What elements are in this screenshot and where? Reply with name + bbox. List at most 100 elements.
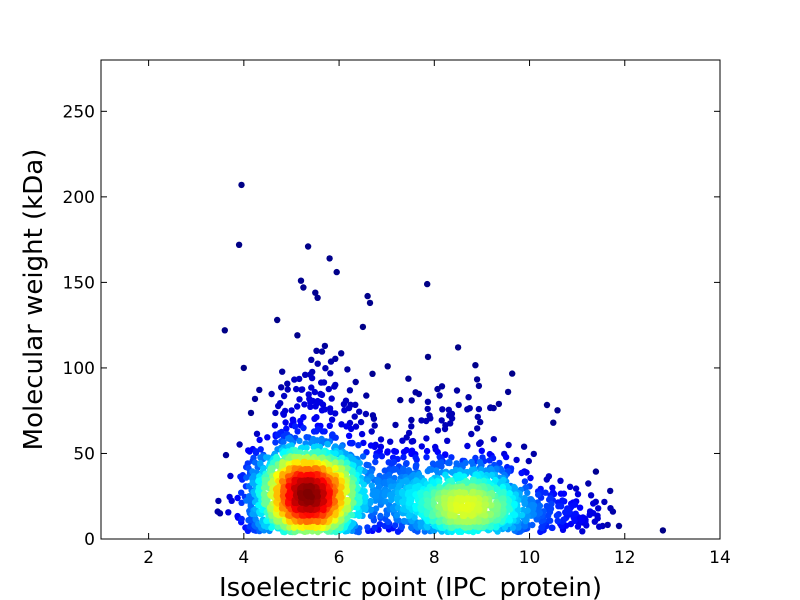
data-point xyxy=(369,370,376,377)
data-point xyxy=(313,347,320,354)
data-point xyxy=(327,370,334,377)
data-point xyxy=(424,398,432,405)
data-point xyxy=(490,436,497,443)
data-point xyxy=(442,451,449,458)
data-point xyxy=(214,508,221,515)
data-point xyxy=(455,401,462,409)
x-tick-label: 4 xyxy=(238,548,249,568)
data-point xyxy=(408,397,415,404)
data-point xyxy=(521,494,529,502)
data-point xyxy=(365,462,372,469)
data-point xyxy=(368,428,375,435)
data-point xyxy=(320,449,327,456)
data-point xyxy=(563,507,570,515)
data-point xyxy=(333,268,340,276)
data-point xyxy=(305,489,313,496)
data-point xyxy=(331,465,339,472)
data-point xyxy=(505,441,512,449)
x-tick-label: 12 xyxy=(614,548,636,568)
data-point xyxy=(527,474,534,482)
data-point xyxy=(520,506,527,514)
data-point xyxy=(332,516,339,524)
data-point xyxy=(423,509,431,516)
data-point xyxy=(579,528,586,535)
data-point xyxy=(442,471,449,478)
data-point xyxy=(273,490,281,498)
data-point xyxy=(355,442,362,449)
data-point xyxy=(529,511,536,519)
y-tick-label: 100 xyxy=(63,359,95,379)
data-point xyxy=(348,440,355,447)
data-point xyxy=(435,460,442,467)
data-point xyxy=(371,422,378,429)
data-point xyxy=(345,432,353,439)
data-point xyxy=(301,401,308,408)
data-point xyxy=(243,497,250,504)
data-point xyxy=(371,524,378,531)
data-point xyxy=(434,448,441,456)
x-tick-label: 2 xyxy=(143,548,154,568)
data-point xyxy=(314,294,321,301)
y-tick-label: 50 xyxy=(73,444,95,464)
data-point xyxy=(406,496,413,503)
data-point xyxy=(319,465,327,472)
data-point xyxy=(268,524,275,532)
data-point xyxy=(302,371,309,378)
data-point xyxy=(340,401,348,408)
data-point xyxy=(344,366,351,373)
data-point xyxy=(272,439,279,446)
data-point xyxy=(225,509,232,516)
data-point xyxy=(297,477,304,485)
data-point xyxy=(359,453,367,460)
data-point xyxy=(433,467,440,474)
data-point xyxy=(424,517,431,525)
data-point xyxy=(297,277,305,284)
data-point xyxy=(400,465,407,472)
data-point xyxy=(300,284,307,291)
data-point xyxy=(424,280,431,288)
x-tick-label: 8 xyxy=(429,548,440,568)
data-point xyxy=(428,512,436,520)
data-point xyxy=(468,430,475,438)
data-point xyxy=(502,453,510,461)
data-point xyxy=(405,375,412,382)
data-point xyxy=(344,465,351,472)
data-point xyxy=(319,428,326,435)
data-point xyxy=(264,434,271,441)
data-point xyxy=(474,425,481,432)
data-point xyxy=(297,417,304,425)
data-point xyxy=(312,289,319,296)
data-point xyxy=(352,423,360,430)
data-point xyxy=(560,516,567,523)
data-point xyxy=(313,492,321,499)
data-point xyxy=(296,437,303,444)
data-point xyxy=(412,389,419,396)
data-point xyxy=(447,502,454,509)
data-point xyxy=(311,388,318,396)
data-point xyxy=(392,421,399,429)
data-point xyxy=(520,443,528,450)
data-point xyxy=(215,497,222,505)
data-point xyxy=(435,518,443,526)
data-point xyxy=(572,485,580,492)
data-point xyxy=(434,427,442,434)
data-point xyxy=(546,508,554,516)
data-point xyxy=(372,458,379,466)
data-point xyxy=(468,458,475,466)
data-point xyxy=(408,473,416,480)
data-point xyxy=(257,446,264,453)
data-point xyxy=(338,421,345,428)
data-point xyxy=(436,495,443,502)
data-point xyxy=(307,403,314,410)
data-point xyxy=(364,524,371,531)
data-point xyxy=(462,489,469,497)
data-point xyxy=(487,510,495,518)
data-point xyxy=(286,483,293,490)
data-point xyxy=(538,524,545,531)
data-point xyxy=(376,483,383,491)
data-point xyxy=(256,386,263,394)
data-point xyxy=(369,491,376,498)
data-point xyxy=(412,454,419,461)
data-point xyxy=(477,418,484,426)
data-point xyxy=(283,425,290,432)
